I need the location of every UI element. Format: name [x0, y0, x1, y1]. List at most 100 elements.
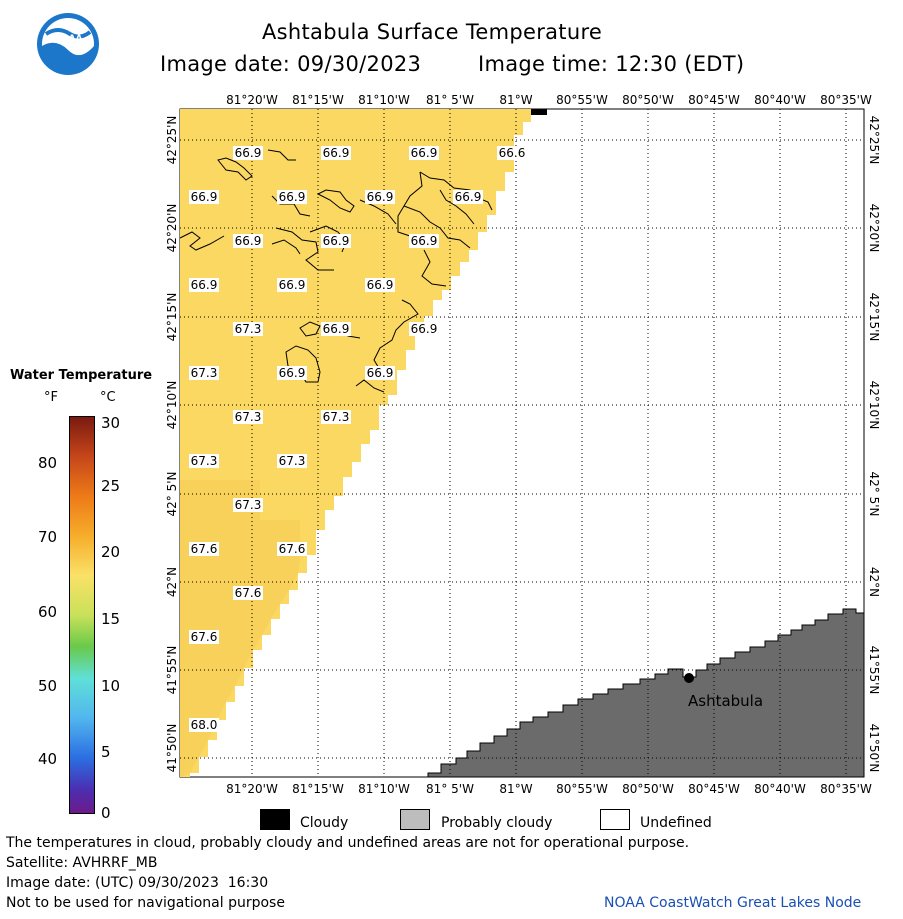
temp-label: 66.6 — [497, 146, 527, 160]
lon-labels-top: 81°10'W — [358, 93, 410, 107]
lon-labels-top: 81°20'W 81°15'W 81°10'W 81° 5'W 81°W 80°… — [226, 93, 872, 107]
temp-label: 66.9 — [277, 278, 307, 292]
lat-labels-left: 41°55'N — [165, 646, 179, 695]
legend-label-undefined: Undefined — [640, 815, 712, 831]
lon-labels-bottom: 81°15'W — [292, 782, 344, 796]
temp-label: 66.9 — [409, 146, 439, 160]
temp-label: 66.9 — [321, 146, 351, 160]
ashtabula-dot — [684, 673, 694, 683]
legend-label-probably-cloudy: Probably cloudy — [441, 815, 553, 831]
temp-label: 66.9 — [279, 366, 306, 380]
legend-swatch-undefined — [600, 809, 630, 830]
c-tick-15: 15 — [101, 610, 121, 628]
colorbar — [69, 416, 95, 814]
noaa-logo-text: NOAA — [54, 34, 83, 44]
c-tick-30: 30 — [101, 414, 121, 432]
lon-labels-bottom: 81°20'W — [226, 782, 278, 796]
temp-label: 68.0 — [191, 718, 218, 732]
city-label: Ashtabula — [688, 692, 763, 710]
lat-labels-left: 42°15'N — [165, 293, 179, 342]
temp-label: 66.9 — [191, 190, 218, 204]
f-tick-60: 60 — [38, 603, 58, 621]
c-tick-20: 20 — [101, 543, 121, 561]
lat-labels-right: 41°55'N — [867, 646, 881, 695]
temp-label: 67.3 — [321, 410, 351, 424]
temp-label: 66.9 — [453, 190, 483, 204]
temp-label: 67.3 — [191, 366, 218, 380]
footer-nav-note: Not to be used for navigational purpose — [6, 895, 285, 911]
lon-labels-bottom: 81°10'W — [358, 782, 410, 796]
f-tick-50: 50 — [38, 677, 58, 695]
temp-label: 67.3 — [277, 454, 307, 468]
land-area — [427, 608, 865, 778]
lon-labels-bottom: 81° 5'W — [426, 782, 474, 796]
temp-label: 66.9 — [233, 146, 263, 160]
temperature-labels: 66.9 66.9 66.9 66.6 66.9 66.9 66.9 66.9 … — [189, 146, 527, 732]
grid — [180, 109, 864, 777]
lat-labels-right: 42°25'N — [867, 116, 881, 165]
temp-label: 66.9 — [365, 278, 395, 292]
temp-label: 67.3 — [233, 322, 263, 336]
lon-labels-bottom: 80°35'W — [820, 782, 872, 796]
lat-labels-right: 42°20'N — [867, 204, 881, 253]
temp-label: 66.9 — [411, 322, 438, 336]
lat-labels-right: 41°50'N — [867, 724, 881, 773]
lat-labels-right: 42°N — [867, 567, 881, 597]
temp-label: 66.9 — [323, 234, 350, 248]
temp-label: 66.9 — [191, 278, 218, 292]
lat-labels-left: 42°20'N — [165, 204, 179, 253]
lat-labels-right: 42°15'N — [867, 293, 881, 342]
lon-labels-top: 81°20'W — [226, 93, 278, 107]
f-tick-40: 40 — [38, 750, 58, 768]
temp-label: 66.9 — [235, 234, 262, 248]
temp-label: 67.6 — [191, 630, 218, 644]
temp-label: 67.3 — [235, 410, 262, 424]
temp-label: 66.6 — [499, 146, 526, 160]
legend-swatch-probably-cloudy — [400, 809, 430, 830]
lon-labels-bottom: 80°45'W — [688, 782, 740, 796]
temp-label: 67.6 — [279, 542, 306, 556]
lon-labels-bottom: 80°55'W — [556, 782, 608, 796]
lon-labels-bottom: 81°20'W 81°15'W 81°10'W 81° 5'W 81°W 80°… — [226, 782, 872, 796]
colorbar-ticks: 80 70 60 50 40 30 25 20 15 10 5 0 — [0, 0, 130, 840]
lat-labels-left: 42°25'N 42°20'N 42°15'N 42°10'N 42° 5'N … — [165, 116, 179, 773]
temp-label: 66.9 — [367, 366, 394, 380]
temp-label: 66.9 — [235, 146, 262, 160]
temp-label: 66.9 — [455, 190, 482, 204]
c-tick-5: 5 — [101, 743, 111, 761]
temp-label: 67.6 — [277, 542, 307, 556]
footer-satellite: Satellite: AVHRRF_MB — [6, 855, 158, 871]
temp-label: 66.9 — [189, 190, 219, 204]
lon-labels-top: 80°55'W — [556, 93, 608, 107]
lat-labels-left: 42° 5'N — [165, 472, 179, 517]
footer-utc-date: Image date: (UTC) 09/30/2023 16:30 — [6, 875, 269, 891]
legend-label-cloudy: Cloudy — [300, 815, 349, 831]
temp-label: 66.9 — [323, 322, 350, 336]
lon-labels-top: 81° 5'W — [426, 93, 474, 107]
colorbar-title: Water Temperature — [10, 368, 153, 383]
lon-labels-bottom: 80°40'W — [754, 782, 806, 796]
temp-label: 67.3 — [235, 498, 262, 512]
temp-label: 68.0 — [189, 718, 219, 732]
temp-label: 66.9 — [365, 366, 395, 380]
legend-swatch-cloudy — [260, 809, 290, 830]
temp-label: 66.9 — [411, 146, 438, 160]
lat-labels-right: 42°10'N — [867, 381, 881, 430]
temp-label: 67.3 — [233, 498, 263, 512]
temp-label: 67.3 — [323, 410, 350, 424]
temp-label: 67.3 — [233, 410, 263, 424]
lon-labels-bottom: 80°50'W — [622, 782, 674, 796]
temp-label: 67.3 — [191, 454, 218, 468]
temp-label: 67.3 — [189, 454, 219, 468]
lat-labels-left: 41°50'N — [165, 724, 179, 773]
colorbar-unit-f: °F — [44, 390, 58, 405]
temp-label: 66.9 — [323, 146, 350, 160]
lon-labels-top: 80°35'W — [820, 93, 872, 107]
footer-credit: NOAA CoastWatch Great Lakes Node — [604, 895, 862, 911]
page-title: Ashtabula Surface Temperature — [262, 20, 603, 44]
temp-label: 66.9 — [367, 190, 394, 204]
lat-labels-left: 42°10'N — [165, 381, 179, 430]
f-tick-70: 70 — [38, 528, 58, 546]
temp-label: 66.9 — [279, 190, 306, 204]
